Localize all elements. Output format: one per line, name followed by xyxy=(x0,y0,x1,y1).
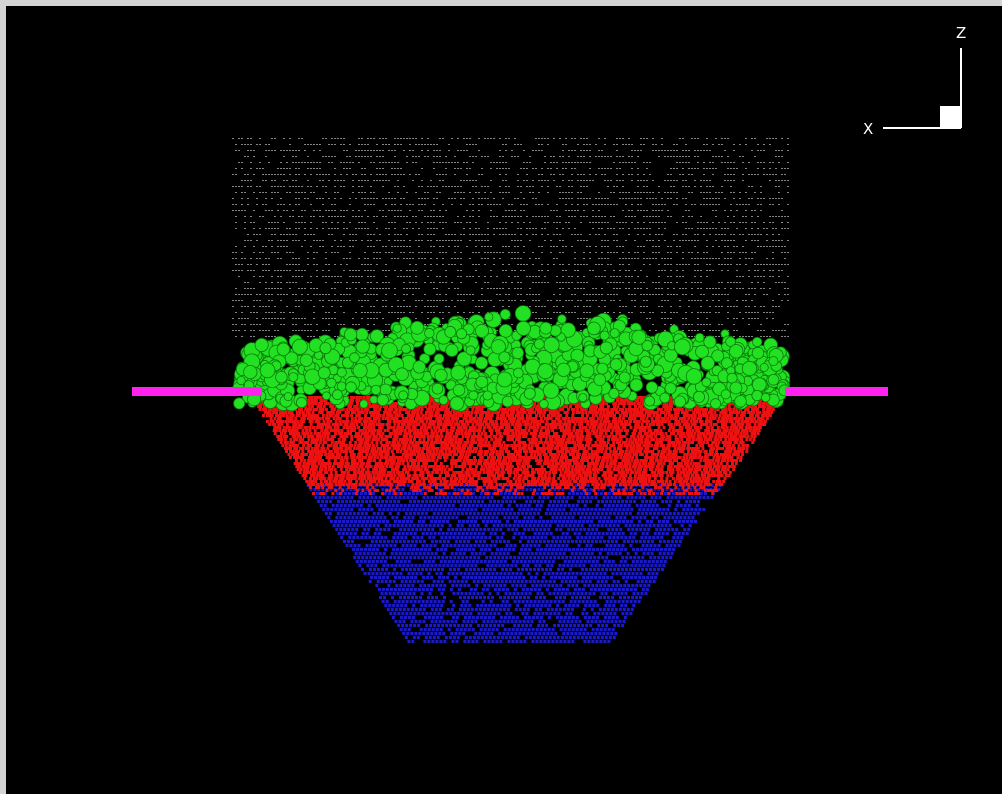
axis-triad: Z X xyxy=(863,24,966,138)
right-plate xyxy=(785,387,888,396)
left-plate xyxy=(132,387,262,396)
render-viewport[interactable]: Z X xyxy=(6,6,1002,794)
top-particle-layer xyxy=(232,305,791,412)
lattice-dot-grid xyxy=(232,138,789,337)
z-axis-label: Z xyxy=(956,24,966,42)
x-axis-label: X xyxy=(863,120,873,138)
particle-scene: Z X xyxy=(132,24,966,643)
middle-particle-layer xyxy=(252,396,786,495)
bottom-particle-layer xyxy=(306,484,722,643)
axis-origin-box xyxy=(940,106,962,128)
